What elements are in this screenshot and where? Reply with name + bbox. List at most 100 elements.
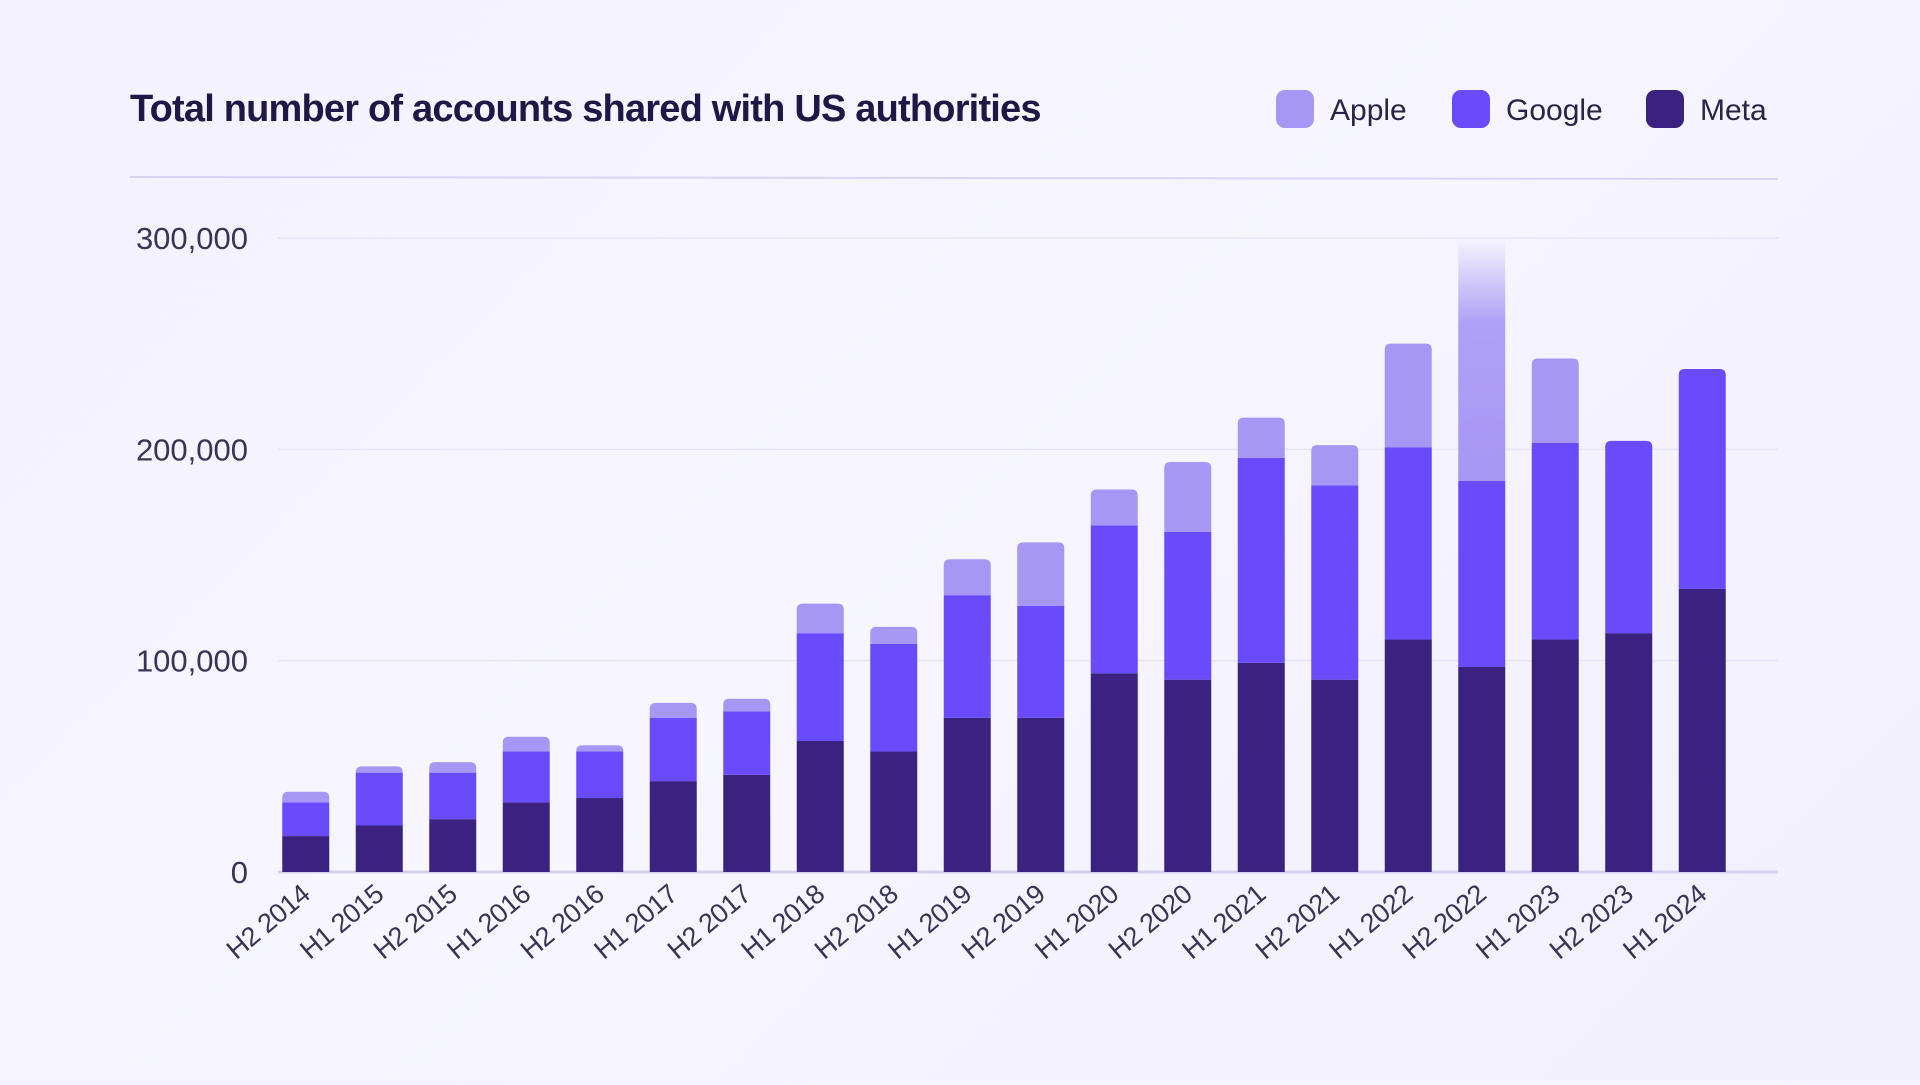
bar-group-h1-2016 (502, 736, 550, 872)
legend-swatch-meta (1646, 90, 1684, 128)
bar-google-h2-2018 (870, 643, 918, 752)
bar-google-h2-2023 (1605, 440, 1653, 634)
bar-group-h2-2014 (282, 791, 330, 872)
bar-google-h1-2015 (355, 772, 403, 826)
bar-meta-h2-2019 (1017, 717, 1065, 872)
x-tick-label: H1 2024 (1617, 878, 1712, 965)
bar-apple-h2-2020 (1164, 462, 1212, 532)
bar-meta-h1-2021 (1237, 662, 1285, 872)
x-tick-label: H2 2016 (515, 879, 610, 965)
bar-meta-h2-2017 (723, 774, 771, 872)
bar-google-h2-2022 (1458, 481, 1506, 668)
bar-group-h1-2022 (1384, 343, 1432, 872)
bar-meta-h2-2021 (1311, 679, 1359, 872)
x-tick-label: H1 2022 (1323, 879, 1418, 965)
legend-item-google: Google (1452, 90, 1603, 128)
x-tick-label: H2 2019 (956, 879, 1051, 965)
bar-meta-h2-2015 (429, 819, 477, 872)
bar-meta-h2-2014 (282, 836, 330, 872)
bar-group-h2-2022 (1458, 238, 1506, 872)
bar-meta-h1-2020 (1090, 673, 1138, 872)
bar-google-h1-2019 (943, 595, 991, 718)
bar-apple-h1-2017 (649, 702, 697, 718)
bar-apple-h1-2023 (1531, 358, 1579, 443)
x-tick-label: H2 2020 (1103, 879, 1198, 965)
x-tick-label: H2 2015 (368, 879, 463, 965)
bar-google-h2-2016 (576, 751, 624, 799)
bar-google-h2-2020 (1164, 531, 1212, 680)
bar-group-h1-2017 (649, 702, 697, 872)
bar-meta-h2-2023 (1605, 633, 1653, 872)
bar-meta-h1-2016 (502, 802, 550, 872)
bar-meta-h2-2020 (1164, 679, 1212, 872)
bar-apple-h2-2018 (870, 626, 918, 644)
bar-group-h1-2020 (1090, 489, 1138, 872)
bar-google-h1-2020 (1090, 525, 1138, 674)
y-tick-label: 300,000 (136, 221, 248, 256)
bar-meta-h1-2019 (943, 717, 991, 872)
bar-group-h1-2023 (1531, 358, 1579, 872)
bar-apple-h1-2019 (943, 559, 991, 596)
x-tick-label: H1 2019 (882, 879, 977, 965)
y-tick-label: 200,000 (136, 432, 248, 467)
legend-label-meta: Meta (1700, 94, 1767, 127)
bar-group-h2-2018 (870, 626, 918, 872)
bar-meta-h1-2023 (1531, 639, 1579, 872)
bar-google-h2-2015 (429, 772, 477, 820)
bar-apple-h2-2014 (282, 791, 330, 803)
legend: Apple Google Meta (1276, 90, 1767, 128)
bar-google-h2-2017 (723, 711, 771, 775)
bar-apple-h2-2022 (1458, 238, 1506, 482)
bar-meta-h2-2016 (576, 798, 624, 872)
bar-group-h1-2019 (943, 559, 991, 872)
y-axis: 0 100,000 200,000 300,000 (136, 221, 248, 890)
x-tick-label: H2 2021 (1250, 879, 1345, 965)
bar-apple-h1-2018 (796, 603, 844, 634)
bar-group-h2-2017 (723, 698, 771, 872)
x-tick-label: H2 2023 (1544, 879, 1639, 965)
x-tick-label: H2 2017 (662, 879, 757, 965)
bar-google-h1-2016 (502, 751, 550, 803)
x-tick-label: H2 2018 (809, 879, 904, 965)
x-tick-label: H1 2015 (294, 879, 389, 965)
bar-google-h1-2018 (796, 633, 844, 741)
bar-group-h1-2018 (796, 603, 844, 872)
x-tick-label: H1 2021 (1176, 879, 1271, 965)
bar-group-h2-2023 (1605, 440, 1653, 872)
bar-group-h1-2024 (1678, 369, 1726, 872)
legend-label-google: Google (1506, 94, 1603, 127)
bar-apple-h2-2016 (576, 745, 624, 752)
x-tick-label: H1 2018 (735, 879, 830, 965)
legend-label-apple: Apple (1330, 94, 1407, 127)
bar-group-h2-2015 (429, 762, 477, 872)
bar-apple-h2-2017 (723, 698, 771, 712)
bar-apple-h2-2019 (1017, 542, 1065, 606)
bar-group-h2-2016 (576, 745, 624, 872)
bar-google-h1-2023 (1531, 442, 1579, 640)
bar-meta-h1-2024 (1678, 588, 1726, 872)
bar-meta-h1-2015 (355, 825, 403, 872)
bar-google-h1-2017 (649, 717, 697, 782)
bar-meta-h1-2022 (1384, 639, 1432, 872)
legend-item-meta: Meta (1646, 90, 1767, 128)
bar-group-h1-2021 (1237, 417, 1285, 872)
bar-google-h1-2021 (1237, 457, 1285, 663)
bar-group-h2-2020 (1164, 462, 1212, 872)
legend-swatch-apple (1276, 90, 1314, 128)
bar-meta-h2-2018 (870, 751, 918, 872)
bar-group-h1-2015 (355, 766, 403, 872)
x-tick-label: H1 2017 (588, 879, 683, 965)
bar-apple-h2-2015 (429, 762, 477, 773)
bar-meta-h2-2022 (1458, 667, 1506, 872)
bar-google-h1-2022 (1384, 447, 1432, 640)
bar-apple-h1-2016 (502, 736, 550, 752)
legend-swatch-google (1452, 90, 1490, 128)
bar-google-h1-2024 (1678, 369, 1726, 589)
x-tick-label: H1 2020 (1029, 879, 1124, 965)
y-tick-label: 0 (231, 855, 248, 890)
bar-google-h2-2019 (1017, 605, 1065, 718)
bar-apple-h1-2020 (1090, 489, 1138, 526)
bar-group-h2-2021 (1311, 445, 1359, 872)
